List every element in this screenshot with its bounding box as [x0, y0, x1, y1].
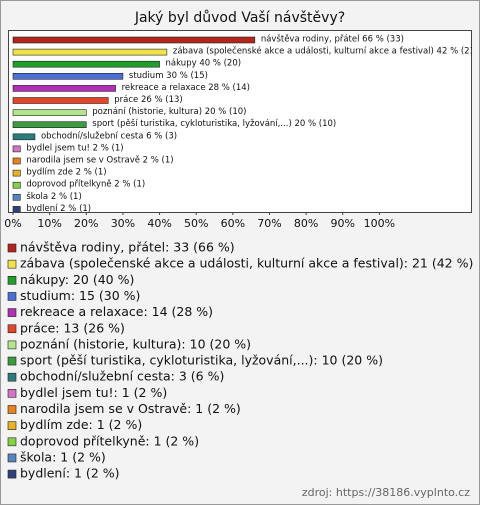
legend-label: obchodní/služební cesta: 3 (6 %): [20, 369, 224, 384]
x-tick-label: 70%: [257, 217, 281, 230]
bar: [12, 133, 36, 141]
legend-swatch: [7, 469, 17, 479]
legend-label: práce: 13 (26 %): [20, 320, 125, 335]
bar: [12, 73, 124, 80]
bar: [12, 85, 116, 92]
bar-label: bydlel jsem tu! 2 % (1): [26, 143, 123, 153]
x-tick-label: 100%: [364, 217, 395, 230]
legend-label: návštěva rodiny, přátel: 33 (66 %): [20, 240, 235, 255]
plot: návštěva rodiny, přátel 66 % (33)zábava …: [12, 34, 478, 214]
x-tick-label: 20%: [74, 217, 98, 230]
bar-label: bydlím zde 2 % (1): [26, 168, 106, 178]
legend-swatch: [7, 453, 17, 463]
chart-title: Jaký byl důvod Vaší návštěvy?: [134, 10, 345, 26]
legend-label: studium: 15 (30 %): [20, 288, 140, 303]
x-tick-label: 40%: [147, 217, 171, 230]
bar-label: škola 2 % (1): [26, 191, 81, 202]
bar: [12, 145, 21, 153]
legend-label: škola: 1 (2 %): [20, 449, 106, 464]
bar: [12, 97, 109, 104]
x-tick-label: 80%: [294, 217, 318, 230]
x-tick-label: 30%: [111, 217, 135, 230]
bar: [12, 36, 256, 44]
x-tick-label: 90%: [331, 217, 355, 230]
x-tick-label: 10%: [37, 217, 61, 230]
legend-label: bydlení: 1 (2 %): [20, 466, 120, 481]
bar: [12, 48, 168, 56]
x-tick-label: 60%: [221, 217, 245, 230]
bar-label: obchodní/služební cesta 6 % (3): [41, 131, 177, 141]
legend-label: sport (pěší turistika, cykloturistika, l…: [20, 353, 383, 368]
bar-label: zábava (společenské akce a události, kul…: [173, 46, 478, 57]
bar-label: narodila jsem se v Ostravě 2 % (1): [26, 156, 173, 166]
legend-label: nákupy: 20 (40 %): [20, 272, 134, 287]
legend-swatch: [7, 292, 17, 301]
legend-label: rekreace a relaxace: 14 (28 %): [20, 304, 213, 319]
legend-swatch: [7, 356, 17, 366]
bar: [12, 181, 21, 189]
legend-label: bydlím zde: 1 (2 %): [20, 417, 142, 432]
bar: [12, 109, 87, 116]
bar-label: sport (pěší turistika, cykloturistika, l…: [92, 118, 336, 129]
source: zdroj: https://38186.vyplnto.cz: [302, 486, 470, 499]
legend-swatch: [7, 259, 17, 269]
legend-swatch: [7, 308, 17, 317]
legend-swatch: [7, 324, 17, 334]
bar-label: návštěva rodiny, přátel 66 % (33): [261, 34, 404, 45]
legend-swatch: [7, 421, 17, 430]
legend-label: zábava (společenské akce a události, kul…: [20, 256, 473, 271]
legend-swatch: [7, 437, 17, 447]
legend-swatch: [7, 372, 17, 382]
legend-swatch: [7, 340, 17, 350]
bar: [12, 206, 21, 212]
legend-label: bydlel jsem tu!: 1 (2 %): [20, 385, 167, 400]
x-tick-label: 0%: [4, 217, 21, 230]
bar-label: práce 26 % (13): [114, 95, 182, 105]
bar-label: studium 30 % (15): [129, 71, 208, 81]
bar-label: nákupy 40 % (20): [166, 59, 242, 69]
legend-swatch: [7, 405, 17, 414]
bar-label: bydlení 2 % (1): [26, 204, 91, 214]
bar: [12, 60, 160, 68]
legend-label: poznání (historie, kultura): 10 (20 %): [20, 336, 251, 351]
legend-label: narodila jsem se v Ostravě: 1 (2 %): [20, 401, 241, 416]
bar: [12, 121, 87, 128]
bar: [12, 194, 21, 201]
bar-label: poznání (historie, kultura) 20 % (10): [92, 107, 246, 117]
legend-swatch: [7, 389, 17, 398]
bar-label: rekreace a relaxace 28 % (14): [122, 83, 250, 93]
legend-swatch: [7, 243, 17, 253]
bar-label: doprovod přítelkyně 2 % (1): [26, 180, 145, 190]
legend-swatch: [7, 275, 17, 285]
bar: [12, 157, 21, 165]
bar: [12, 169, 21, 177]
legend-label: doprovod přítelkyně: 1 (2 %): [20, 433, 199, 448]
x-tick-label: 50%: [184, 217, 208, 230]
